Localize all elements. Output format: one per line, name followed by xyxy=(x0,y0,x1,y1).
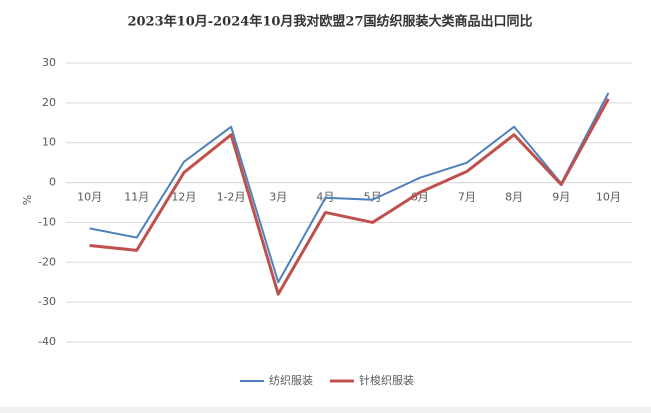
series-line xyxy=(89,92,610,284)
legend-label: 纺织服装 xyxy=(269,373,313,387)
y-tick-label: -30 xyxy=(38,295,56,308)
chart-title: 2023年10月-2024年10月我对欧盟27国纺织服装大类商品出口同比 xyxy=(127,14,532,30)
legend-label: 针梭织服装 xyxy=(359,373,414,387)
x-tick-label: 11月 xyxy=(124,191,149,204)
x-tick-label: 10月 xyxy=(77,191,102,204)
y-tick-label: 0 xyxy=(49,176,56,189)
bottom-strip xyxy=(0,407,651,413)
x-tick-label: 10月 xyxy=(596,191,621,204)
y-tick-label: -20 xyxy=(38,255,56,268)
x-tick-label: 3月 xyxy=(269,191,287,204)
series-line xyxy=(89,98,610,296)
x-tick-label: 12月 xyxy=(171,191,196,204)
y-tick-label: 10 xyxy=(42,136,56,149)
y-tick-label: -40 xyxy=(38,335,56,348)
y-axis-label: % xyxy=(21,195,34,205)
x-tick-label: 7月 xyxy=(458,191,476,204)
x-tick-label: 9月 xyxy=(552,191,570,204)
x-tick-label: 1-2月 xyxy=(217,191,246,204)
y-tick-label: 30 xyxy=(42,56,56,69)
x-tick-label: 8月 xyxy=(505,191,523,204)
y-tick-label: 20 xyxy=(42,96,56,109)
y-tick-label: -10 xyxy=(38,215,56,228)
